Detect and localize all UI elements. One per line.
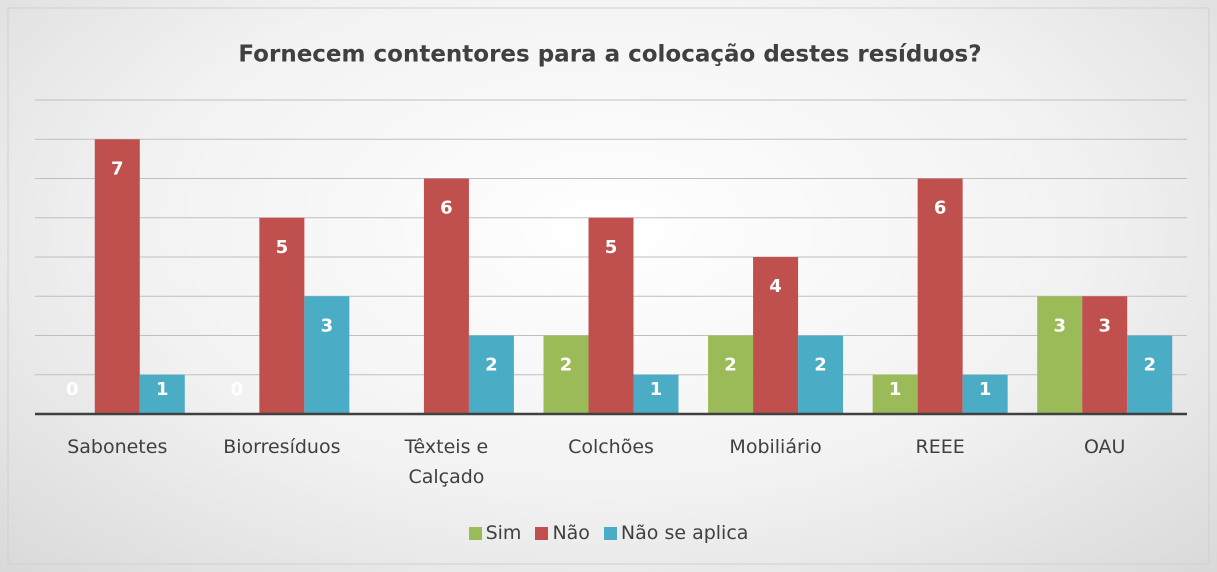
- data-label: 1: [650, 379, 663, 400]
- data-label: 0: [66, 379, 79, 400]
- chart-border: [7, 7, 1210, 565]
- legend-label: Sim: [485, 522, 522, 544]
- legend-marker: [603, 526, 617, 540]
- data-label: 4: [769, 276, 782, 297]
- data-label: 1: [979, 379, 992, 400]
- legend-item: Sim: [468, 522, 522, 544]
- legend: Sim Não Não se aplica: [0, 522, 1217, 544]
- data-label: 6: [934, 198, 947, 219]
- x-tick-label: OAU: [1083, 436, 1126, 458]
- x-tick-label: Sabonetes: [67, 436, 168, 458]
- legend-label: Não: [552, 522, 590, 544]
- data-label: 2: [485, 355, 498, 376]
- bar: [1082, 296, 1128, 414]
- data-label: 2: [724, 355, 737, 376]
- data-label: 3: [321, 315, 334, 336]
- x-tick-label: Biorresíduos: [223, 436, 341, 458]
- data-label: 1: [156, 379, 169, 400]
- bar: [633, 374, 679, 414]
- bar: [1037, 296, 1083, 414]
- data-label: 6: [440, 198, 453, 219]
- data-label: 1: [889, 379, 902, 400]
- data-label: 5: [276, 237, 289, 258]
- x-tick-label: Mobiliário: [729, 436, 822, 458]
- data-label: 3: [1053, 315, 1066, 336]
- chart-title: Fornecem contentores para a colocação de…: [238, 42, 981, 68]
- legend-item: Não: [535, 522, 590, 544]
- data-label: 3: [1098, 315, 1111, 336]
- bar: [962, 374, 1008, 414]
- legend-label: Não se aplica: [620, 522, 749, 544]
- bar: [1127, 335, 1173, 414]
- data-label: 7: [111, 158, 124, 179]
- bar: [468, 335, 514, 414]
- bar: [917, 178, 963, 414]
- bar: [753, 257, 799, 414]
- bar: [94, 139, 140, 414]
- data-label: 2: [560, 355, 573, 376]
- bar: [543, 335, 589, 414]
- bar: [139, 374, 185, 414]
- bar: [798, 335, 844, 414]
- bar: [304, 296, 350, 414]
- x-tick-label: REEE: [915, 436, 965, 458]
- bar: [588, 217, 634, 414]
- bar: [872, 374, 918, 414]
- legend-marker: [535, 526, 549, 540]
- legend-item: Não se aplica: [603, 522, 749, 544]
- bar: [259, 217, 305, 414]
- x-tick-label: Têxteis e Calçado: [404, 436, 489, 488]
- bar: [423, 178, 469, 414]
- data-label: 5: [605, 237, 618, 258]
- legend-marker: [468, 526, 482, 540]
- data-label: 2: [1143, 355, 1156, 376]
- x-tick-label: Colchões: [568, 436, 654, 458]
- data-label: 0: [231, 379, 244, 400]
- bar: [708, 335, 754, 414]
- data-label: 2: [814, 355, 827, 376]
